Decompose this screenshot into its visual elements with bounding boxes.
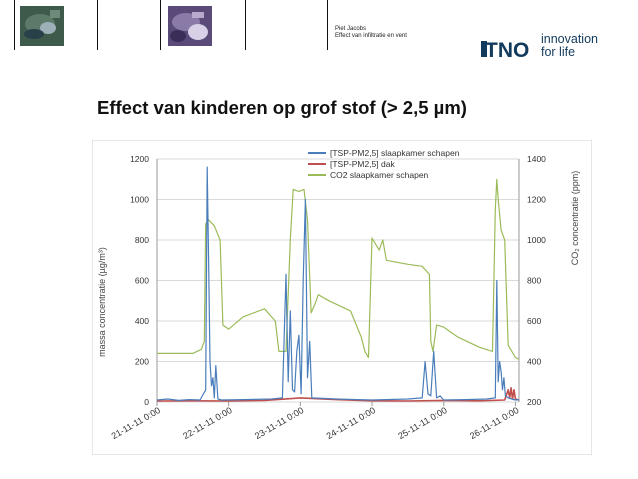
header-divider-5	[327, 0, 328, 50]
y-axis-label: massa concentratie (µg/m³)	[97, 247, 107, 357]
y2-tick-label-1: 400	[527, 357, 541, 367]
author-name: Piet Jacobs	[335, 26, 367, 32]
y2-tick-label-6: 1400	[527, 154, 546, 164]
y-tick-label-1: 200	[135, 357, 149, 367]
y2-tick-label-0: 200	[527, 397, 541, 407]
header-divider-3	[160, 0, 161, 50]
header-divider-left	[14, 0, 15, 50]
chart: 0 200 400 600 800 1000 1200 200 400 600 800 1000 12…	[92, 140, 592, 455]
header-divider-4	[245, 0, 246, 50]
series-line-2	[157, 178, 520, 361]
chart-frame	[92, 140, 592, 455]
y-tick-label-5: 1000	[130, 195, 149, 205]
legend-label-2: CO2 slaapkamer schapen	[330, 170, 429, 180]
y-tick-label-3: 600	[135, 276, 149, 286]
y2-tick-label-5: 1200	[527, 195, 546, 205]
tagline-line2: for life	[541, 45, 576, 59]
legend: [TSP-PM2,5] slaapkamer schapen[TSP-PM2,5…	[308, 148, 460, 180]
header-divider-2	[97, 0, 98, 50]
y2-tick-label-2: 600	[527, 316, 541, 326]
y2-axis-label: CO₂ concentratie (ppm)	[570, 171, 580, 266]
y-tick-label-0: 0	[144, 397, 149, 407]
tno-logo-text: TNO	[485, 39, 529, 62]
series-line-0	[156, 166, 520, 401]
presentation-subject: Effect van infiltratie en vent	[335, 33, 407, 39]
legend-label-1: [TSP-PM2,5] dak	[330, 159, 395, 169]
y-tick-label-6: 1200	[130, 154, 149, 164]
legend-label-0: [TSP-PM2,5] slaapkamer schapen	[330, 148, 460, 158]
tagline-line1: innovation	[541, 32, 598, 46]
gridlines	[156, 158, 520, 403]
y2-tick-label-3: 800	[527, 276, 541, 286]
tagline: innovation for life	[541, 33, 598, 59]
satellite-thumbnail-2	[168, 6, 212, 46]
y-tick-label-2: 400	[135, 316, 149, 326]
y-tick-label-4: 800	[135, 235, 149, 245]
tno-logo: TNO	[481, 39, 529, 62]
right-axis-ticks: 200 400 600 800 1000 1200 1400	[527, 154, 546, 407]
series-line-1	[156, 387, 520, 402]
presentation-info: Piet Jacobs Effect van infiltratie en ve…	[335, 26, 407, 40]
slide-title: Effect van kinderen op grof stof (> 2,5 …	[97, 97, 467, 118]
series-lines	[156, 166, 520, 402]
left-axis-ticks: 0 200 400 600 800 1000 1200	[130, 154, 149, 407]
satellite-thumbnail-1	[20, 6, 64, 46]
y2-tick-label-4: 1000	[527, 235, 546, 245]
